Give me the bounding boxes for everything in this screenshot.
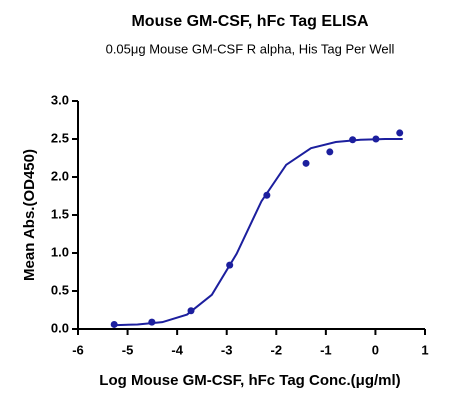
data-point xyxy=(349,136,357,144)
data-point xyxy=(226,261,234,269)
x-tick-label: -2 xyxy=(271,342,283,357)
y-tick-label: 0.5 xyxy=(51,282,69,297)
data-point xyxy=(302,159,310,167)
y-axis-label: Mean Abs.(OD450) xyxy=(21,149,38,281)
data-point xyxy=(187,307,195,315)
data-point xyxy=(263,191,271,199)
data-point xyxy=(396,129,404,137)
data-point xyxy=(326,148,334,156)
x-tick-label: -6 xyxy=(72,342,84,357)
x-tick-label: -3 xyxy=(221,342,233,357)
x-tick-label: -5 xyxy=(122,342,134,357)
data-point xyxy=(148,318,156,326)
y-tick-label: 1.5 xyxy=(51,206,69,221)
x-tick-label: 0 xyxy=(372,342,379,357)
y-tick-label: 1.0 xyxy=(51,244,69,259)
data-point xyxy=(110,320,118,328)
y-tick-label: 2.0 xyxy=(51,168,69,183)
y-tick-label: 2.5 xyxy=(51,130,69,145)
fit-curve xyxy=(112,138,403,327)
y-tick-label: 0.0 xyxy=(51,320,69,335)
chart-subtitle: 0.05μg Mouse GM-CSF R alpha, His Tag Per… xyxy=(106,41,395,56)
x-tick-label: 1 xyxy=(421,342,428,357)
x-axis-label: Log Mouse GM-CSF, hFc Tag Conc.(μg/ml) xyxy=(99,372,400,389)
x-tick-label: -4 xyxy=(171,342,183,357)
y-tick-label: 3.0 xyxy=(51,92,69,107)
data-point xyxy=(372,135,380,143)
chart-title: Mouse GM-CSF, hFc Tag ELISA xyxy=(131,13,368,30)
x-tick-label: -1 xyxy=(320,342,332,357)
